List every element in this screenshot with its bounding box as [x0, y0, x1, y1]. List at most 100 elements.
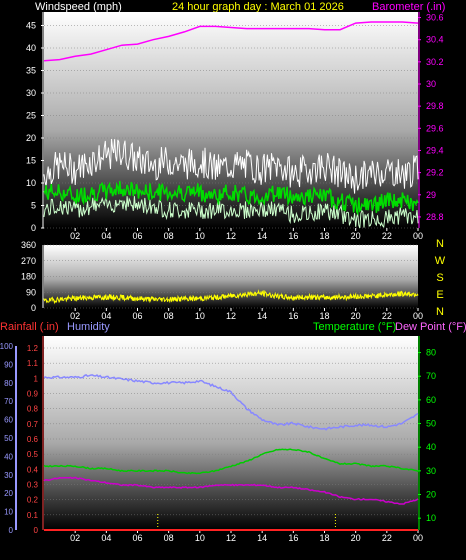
compass-label: E [436, 289, 443, 301]
x-tick-label: 10 [195, 533, 205, 543]
x-tick-label: 08 [164, 231, 174, 241]
x-tick-label: 18 [319, 231, 329, 241]
humidity-axis-label: Humidity [67, 321, 110, 333]
temperature-line [43, 448, 419, 475]
rainfall-tick-label: 0.6 [27, 435, 39, 444]
wind-tick-label: 20 [26, 133, 36, 143]
humidity-tick-label: 80 [4, 379, 13, 388]
x-tick-label: 20 [351, 533, 361, 543]
direction-series [43, 289, 419, 305]
wind-axis-label: Windspeed (mph) [35, 1, 122, 13]
temperature-axis: 10 20 30 40 50 60 70 80 [418, 336, 436, 530]
temperature-tick-label: 40 [426, 442, 436, 452]
rain-panel-background [44, 336, 418, 530]
direction-tick-label: 180 [21, 272, 36, 282]
x-tick-label: 04 [101, 533, 111, 543]
wind-tick-label: 30 [26, 88, 36, 98]
x-tick-label: 16 [288, 311, 298, 321]
compass-label: N [436, 306, 444, 318]
wind-tick-label: 15 [26, 156, 36, 166]
x-tick-label: 08 [164, 311, 174, 321]
direction-tick-label: 270 [21, 256, 36, 266]
compass-label: W [435, 255, 446, 267]
x-tick-label: 02 [70, 533, 80, 543]
x-tick-label: 20 [351, 231, 361, 241]
x-tick-label: 10 [195, 311, 205, 321]
rainfall-tick-label: 0.4 [27, 465, 39, 474]
humidity-tick-label: 90 [4, 360, 13, 369]
wind-tick-label: 45 [26, 21, 36, 31]
x-tick-label: 02 [70, 231, 80, 241]
barometer-tick-label: 30.2 [426, 57, 444, 67]
rainfall-tick-label: 0.3 [27, 481, 39, 490]
barometer-tick-label: 30 [426, 79, 436, 89]
x-tick-label: 20 [351, 311, 361, 321]
barometer-tick-label: 29.2 [426, 168, 444, 178]
temperature-axis-label: Temperature (°F) [313, 321, 396, 333]
wind-panel-background [44, 12, 418, 228]
wind-tick-label: 25 [26, 111, 36, 121]
x-tick-label: 12 [226, 231, 236, 241]
x-tick-label: 14 [257, 231, 267, 241]
x-tick-label: 12 [226, 311, 236, 321]
temperature-tick-label: 60 [426, 395, 436, 405]
rainfall-axis-label: Rainfall (.in) [0, 321, 59, 333]
rainfall-tick-label: 1.1 [27, 359, 39, 368]
x-tick-label: 16 [288, 533, 298, 543]
rainfall-tick-label: 0.2 [27, 496, 39, 505]
direction-line [43, 289, 419, 305]
wind-tick-label: 35 [26, 66, 36, 76]
barometer-line [43, 21, 419, 62]
temperature-tick-label: 70 [426, 371, 436, 381]
x-tick-label: 22 [382, 311, 392, 321]
x-tick-label: 18 [319, 533, 329, 543]
humidity-axis: 0 10 20 30 40 50 60 70 80 90 100 [0, 342, 17, 535]
barometer-axis: 28.8 29 29.2 29.4 29.6 29.8 30 30.2 30.4 30.6 [418, 12, 444, 228]
rain-series [43, 374, 419, 531]
humidity-tick-label: 50 [4, 434, 13, 443]
humidity-tick-label: 0 [9, 526, 14, 535]
humidity-tick-label: 30 [4, 471, 13, 480]
dewpoint-axis-label: Dew Point (°F) [395, 321, 466, 333]
humidity-tick-label: 70 [4, 397, 13, 406]
temperature-tick-label: 30 [426, 466, 436, 476]
barometer-tick-label: 29.4 [426, 145, 444, 155]
x-tick-label: 14 [257, 311, 267, 321]
direction-tick-label: 360 [21, 240, 36, 250]
direction-tick-label: 0 [31, 303, 36, 313]
x-tick-label: 02 [70, 311, 80, 321]
temperature-tick-label: 50 [426, 419, 436, 429]
x-tick-label: 00 [413, 533, 423, 543]
direction-tick-label: 90 [26, 287, 36, 297]
x-tick-label: 18 [319, 311, 329, 321]
x-tick-label: 16 [288, 231, 298, 241]
x-tick-label: 04 [101, 311, 111, 321]
wind-tick-label: 0 [31, 223, 36, 233]
humidity-line [43, 374, 419, 431]
rainfall-tick-label: 0.9 [27, 390, 39, 399]
x-tick-label: 22 [382, 231, 392, 241]
temperature-tick-label: 80 [426, 348, 436, 358]
x-tick-label: 10 [195, 231, 205, 241]
rainfall-tick-label: 0.5 [27, 450, 39, 459]
temperature-tick-label: 20 [426, 490, 436, 500]
barometer-axis-label: Barometer (.in) [372, 1, 445, 13]
wind-axis: 0 5 10 15 20 25 30 35 40 45 [26, 12, 44, 233]
wind-series [43, 21, 419, 229]
rainfall-tick-label: 0.7 [27, 420, 39, 429]
direction-x-axis: 02 04 06 08 10 12 14 16 18 20 22 00 [70, 308, 423, 321]
x-tick-label: 00 [413, 231, 423, 241]
compass-label: N [436, 238, 444, 250]
chart-title: 24 hour graph day : March 01 2026 [172, 1, 344, 13]
x-tick-label: 14 [257, 533, 267, 543]
rainfall-axis: 0 0.1 0.2 0.3 0.4 0.5 0.6 0.7 0.8 0.9 1 1.1 1.2 [27, 336, 44, 535]
x-tick-label: 12 [226, 533, 236, 543]
x-tick-label: 06 [132, 533, 142, 543]
rainfall-tick-label: 0 [34, 526, 39, 535]
barometer-tick-label: 29.8 [426, 101, 444, 111]
x-tick-label: 22 [382, 533, 392, 543]
barometer-tick-label: 29 [426, 190, 436, 200]
